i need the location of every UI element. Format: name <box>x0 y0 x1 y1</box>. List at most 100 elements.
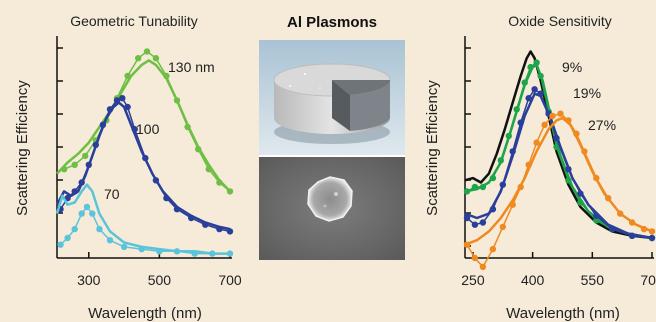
left-series-1-point <box>78 179 85 186</box>
left-series-2-point <box>89 210 96 217</box>
right-x-tick-label: 250 <box>461 272 485 288</box>
right-series-2-point <box>471 221 479 228</box>
right-series-2-point <box>525 95 532 102</box>
right-series-3-point <box>557 110 564 117</box>
right-series-3-point <box>605 194 612 202</box>
left-x-tick-label: 700 <box>218 272 242 288</box>
right-series-2-point <box>553 134 560 142</box>
right-series-1-point <box>577 199 584 206</box>
al-plasmons-panel: Al Plasmons <box>259 14 405 260</box>
left-series-0-point <box>143 48 151 55</box>
right-series-1-point <box>521 79 528 86</box>
left-series-1-point <box>173 206 181 213</box>
left-series-1-point <box>142 154 149 162</box>
left-series-2-point <box>83 203 91 211</box>
left-series-0-point <box>216 179 223 186</box>
right-series-1-point <box>593 217 600 224</box>
right-series-3-point <box>573 130 580 137</box>
left-series-2-point <box>191 250 198 257</box>
left-series-2-fit-line <box>55 183 230 255</box>
right-series-2-point <box>593 212 600 219</box>
left-series-1-point <box>71 188 78 195</box>
right-series-2-point <box>565 166 572 173</box>
left-series-1-point <box>216 225 223 233</box>
series-label-100: 100 <box>136 121 160 137</box>
left-series-1-point <box>106 106 114 113</box>
left-series-2-point <box>138 245 145 253</box>
right-series-3-point <box>581 148 588 155</box>
right-series-1-point <box>505 132 512 140</box>
left-series-2-point <box>64 234 71 242</box>
right-y-axis-label: Scattering Efficiency <box>424 80 441 216</box>
right-series-2-point <box>463 214 471 222</box>
left-series-2-point <box>173 248 181 255</box>
left-series-2-point <box>226 250 234 257</box>
right-series-3-point <box>648 228 656 235</box>
right-series-1-point <box>537 72 544 80</box>
right-series-3-point <box>549 112 556 120</box>
left-series-0-point <box>135 55 142 62</box>
left-series-2-point <box>78 210 85 217</box>
right-series-3-point <box>640 225 648 233</box>
right-series-3-point <box>617 210 624 217</box>
left-panel-title: Geometric Tunability <box>70 13 198 29</box>
right-series-3-point <box>463 241 471 248</box>
right-series-2-point <box>531 86 538 93</box>
right-series-1-point <box>553 143 560 151</box>
right-series-1-point <box>471 183 479 191</box>
center-panel-title: Al Plasmons <box>287 14 377 31</box>
series-label-9pct: 9% <box>562 59 582 75</box>
right-series-3-point <box>489 245 497 253</box>
series-label-19pct: 19% <box>573 85 601 101</box>
right-series-2-point <box>537 90 544 97</box>
right-series-1-point <box>533 59 540 66</box>
right-series-3-point <box>533 139 540 146</box>
right-series-1-point <box>463 188 471 195</box>
right-series-3-data-line <box>466 112 653 269</box>
left-series-1-point <box>92 141 100 148</box>
left-x-tick-label: 500 <box>148 272 172 288</box>
right-panel-title: Oxide Sensitivity <box>508 13 611 29</box>
right-series-1-point <box>527 63 534 71</box>
right-x-tick-label: 550 <box>581 272 605 288</box>
right-series-2-point <box>509 148 516 155</box>
right-series-1-point <box>489 174 497 182</box>
left-series-1-point <box>113 97 121 104</box>
geometric-tunability-panel: Geometric Tunability 300 500 700 130 nm 10… <box>14 13 242 322</box>
right-x-tick-label: 700 <box>640 272 656 288</box>
right-series-3-point <box>541 121 548 128</box>
left-series-2-point <box>156 248 163 255</box>
left-series-0-point <box>173 97 181 104</box>
left-series-1-point <box>85 161 93 168</box>
right-series-3-point <box>525 161 532 168</box>
left-series-2-point <box>209 250 216 257</box>
right-x-tick-label: 400 <box>521 272 545 288</box>
left-series-1-point <box>124 103 131 111</box>
right-series-3-point <box>471 254 479 262</box>
right-series-3-point <box>517 183 524 191</box>
left-series-1-point <box>226 228 234 235</box>
left-series-0-point <box>60 166 68 173</box>
left-y-ticks <box>57 47 63 247</box>
left-series-0-point <box>163 72 170 80</box>
series-label-27pct: 27% <box>588 117 616 133</box>
left-series-0-point <box>205 166 212 173</box>
left-series-2-point <box>57 241 64 248</box>
series-label-130nm: 130 nm <box>168 59 215 75</box>
nanodisk-sem-image <box>259 157 405 260</box>
left-series-2-point <box>106 237 114 244</box>
left-series-0-point <box>152 55 160 62</box>
right-series-2-point <box>489 206 497 213</box>
left-series-1-point <box>152 177 160 184</box>
right-plot-area <box>463 50 656 271</box>
left-y-axis-label: Scattering Efficiency <box>14 80 31 216</box>
left-plot-area <box>55 48 234 257</box>
right-series-3-point <box>565 117 572 124</box>
right-series-2-point <box>609 225 616 233</box>
right-series-2-point <box>648 234 656 242</box>
right-series-1-point <box>479 183 487 191</box>
left-series-0-point <box>226 188 234 195</box>
right-x-ticks: 250 400 550 700 <box>461 252 656 288</box>
left-series-0-point <box>184 123 191 131</box>
left-series-2-point <box>120 243 128 251</box>
